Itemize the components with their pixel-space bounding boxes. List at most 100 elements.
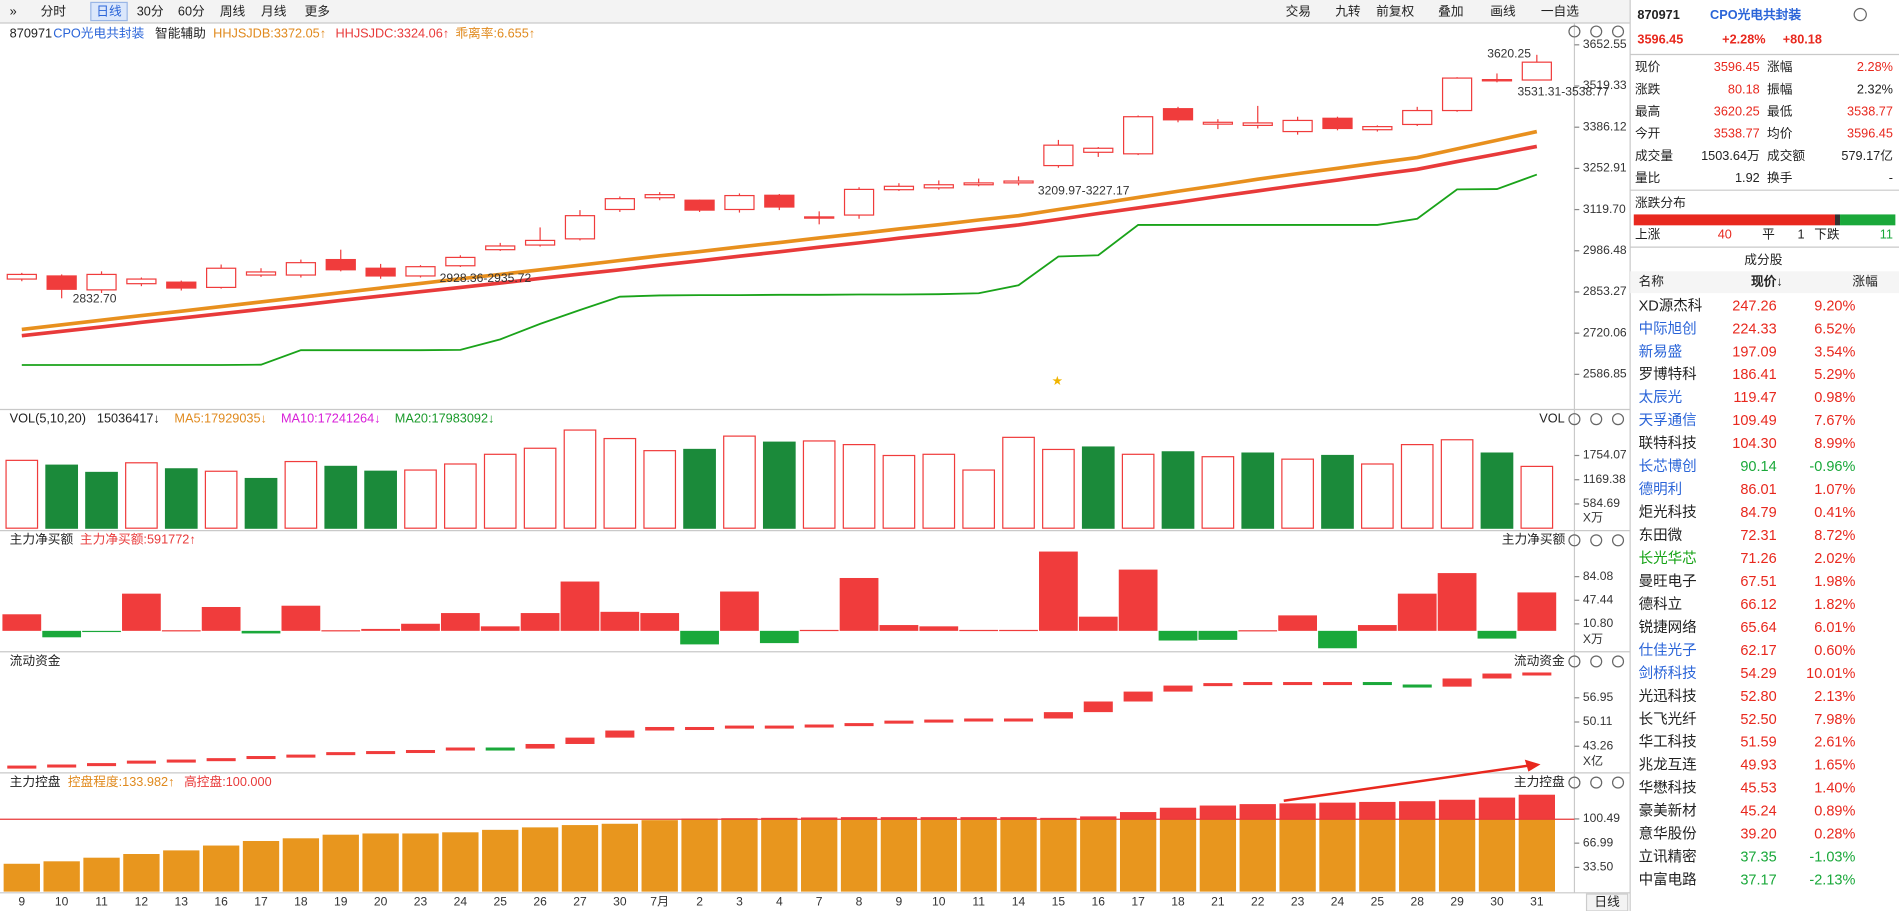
panel-icon[interactable] xyxy=(1568,413,1581,426)
stock-name[interactable]: 联特科技 xyxy=(1639,435,1697,452)
stock-name[interactable]: 东田微 xyxy=(1639,527,1683,544)
tool-button[interactable]: 交易 xyxy=(1286,3,1311,18)
stock-name[interactable]: 华工科技 xyxy=(1639,734,1697,751)
stock-pct: 5.29% xyxy=(1814,367,1855,383)
period-button[interactable]: 日线 xyxy=(96,3,122,18)
stock-name[interactable]: 光迅科技 xyxy=(1639,688,1697,705)
period-button[interactable]: 分时 xyxy=(41,3,67,18)
liquidity-bar xyxy=(445,747,475,751)
tool-button[interactable]: 一自选 xyxy=(1541,3,1579,18)
liquidity-bar xyxy=(1243,682,1273,686)
period-button[interactable]: 60分 xyxy=(178,3,205,18)
stock-name[interactable]: 太辰光 xyxy=(1639,389,1683,406)
period-button[interactable]: 更多 xyxy=(305,3,330,18)
panel-icon[interactable] xyxy=(1611,413,1625,426)
quote-label: 涨跌 xyxy=(1635,81,1661,96)
control-bar xyxy=(880,819,918,892)
stock-name[interactable]: 长光华芯 xyxy=(1639,550,1697,567)
settings-icon[interactable] xyxy=(1853,7,1867,22)
date-label: 25 xyxy=(1371,895,1385,909)
tool-button[interactable]: 前复权 xyxy=(1376,3,1414,18)
stock-name[interactable]: 仕佳光子 xyxy=(1639,642,1697,659)
net-bar xyxy=(42,630,82,638)
stock-name[interactable]: 天孚通信 xyxy=(1639,412,1697,429)
stock-price: 186.41 xyxy=(1732,367,1776,383)
panel-icon[interactable] xyxy=(1590,25,1603,38)
stock-name[interactable]: 长飞光纤 xyxy=(1639,711,1697,728)
panel-icon[interactable] xyxy=(1590,413,1603,426)
stock-name[interactable]: 罗博特科 xyxy=(1639,366,1697,383)
period-button[interactable]: 月线 xyxy=(261,3,287,18)
panel-right-title: 流动资金 xyxy=(1514,653,1565,668)
panel-icon[interactable] xyxy=(1568,534,1581,547)
liquidity-bar xyxy=(1083,701,1113,713)
control-excess xyxy=(880,817,918,820)
panel-icon[interactable] xyxy=(1568,25,1581,38)
panel-icon[interactable] xyxy=(1611,534,1625,547)
control-excess xyxy=(1000,817,1037,820)
net-bar xyxy=(1238,630,1278,632)
collapse-icon[interactable]: » xyxy=(10,3,17,18)
panel-icon[interactable] xyxy=(1611,776,1625,789)
stock-name[interactable]: 长芯博创 xyxy=(1639,458,1697,475)
period-button[interactable]: 30分 xyxy=(137,3,164,18)
net-item: 主力净买额:591772↑ xyxy=(80,532,196,547)
panel-icon[interactable] xyxy=(1611,655,1625,668)
candle-body xyxy=(804,216,835,219)
panel-icon[interactable] xyxy=(1611,25,1625,38)
candle-body xyxy=(46,275,77,290)
list-title: 成分股 xyxy=(1744,252,1782,267)
panel-icon[interactable] xyxy=(1590,776,1603,789)
panel-icon[interactable] xyxy=(1590,534,1603,547)
tool-button[interactable]: 叠加 xyxy=(1438,3,1463,18)
tool-button[interactable]: 画线 xyxy=(1490,3,1516,18)
stock-name[interactable]: 曼旺电子 xyxy=(1639,573,1697,590)
stock-name[interactable]: 新易盛 xyxy=(1639,343,1683,360)
stock-name[interactable]: XD源杰科 xyxy=(1639,297,1703,314)
panel-icon[interactable] xyxy=(1568,655,1581,668)
candle-body xyxy=(764,194,795,208)
control-bar xyxy=(521,827,559,892)
trend-arrow xyxy=(1283,764,1529,802)
stock-name[interactable]: 德明利 xyxy=(1639,481,1683,498)
y-tick-label: 3386.12 xyxy=(1583,119,1627,133)
date-label: 2 xyxy=(696,895,703,909)
period-label[interactable]: 日线 xyxy=(1594,894,1620,909)
stock-name[interactable]: 剑桥科技 xyxy=(1639,665,1697,682)
stock-name[interactable]: 华懋科技 xyxy=(1639,780,1697,797)
y-tick-label: 50.11 xyxy=(1583,714,1613,728)
period-button[interactable]: 周线 xyxy=(220,3,246,18)
stock-price: 51.59 xyxy=(1740,735,1776,751)
date-label: 12 xyxy=(135,895,149,909)
stock-name[interactable]: 德科立 xyxy=(1639,596,1683,613)
stock-name[interactable]: 意华股份 xyxy=(1639,825,1698,843)
stock-name[interactable]: 豪美新材 xyxy=(1639,803,1697,820)
liquidity-bar xyxy=(1163,685,1193,692)
stock-pct: -2.13% xyxy=(1809,873,1855,889)
volume-bar xyxy=(244,477,278,529)
stock-name[interactable]: 炬光科技 xyxy=(1639,504,1697,521)
period-box[interactable] xyxy=(1585,893,1629,911)
stock-name[interactable]: 中富电路 xyxy=(1639,871,1698,889)
liquidity-bar xyxy=(1522,672,1552,676)
date-label: 9 xyxy=(18,895,25,909)
list-header: 涨幅 xyxy=(1852,274,1878,289)
date-label: 14 xyxy=(1012,895,1026,909)
stock-name[interactable]: 立讯精密 xyxy=(1639,849,1697,866)
stock-name[interactable]: 锐捷网络 xyxy=(1639,619,1697,636)
candle-body xyxy=(604,198,635,211)
net-bar xyxy=(680,630,719,645)
volume-bar xyxy=(483,453,517,529)
panel-icon[interactable] xyxy=(1568,776,1581,789)
ctrl-item: 控盘程度:133.982↑ xyxy=(68,774,175,789)
control-bar xyxy=(721,819,758,892)
stock-name[interactable]: 中际旭创 xyxy=(1639,320,1697,337)
stock-pct: 1.82% xyxy=(1814,597,1855,613)
assist[interactable]: 智能辅助 xyxy=(155,25,206,40)
control-bar xyxy=(1159,819,1197,892)
volume-bar xyxy=(842,443,876,529)
stock-name[interactable]: 兆龙互连 xyxy=(1639,757,1698,774)
vol-item: MA5:17929035↓ xyxy=(174,411,267,426)
tool-button[interactable]: 九转 xyxy=(1335,3,1361,18)
panel-icon[interactable] xyxy=(1590,655,1603,668)
